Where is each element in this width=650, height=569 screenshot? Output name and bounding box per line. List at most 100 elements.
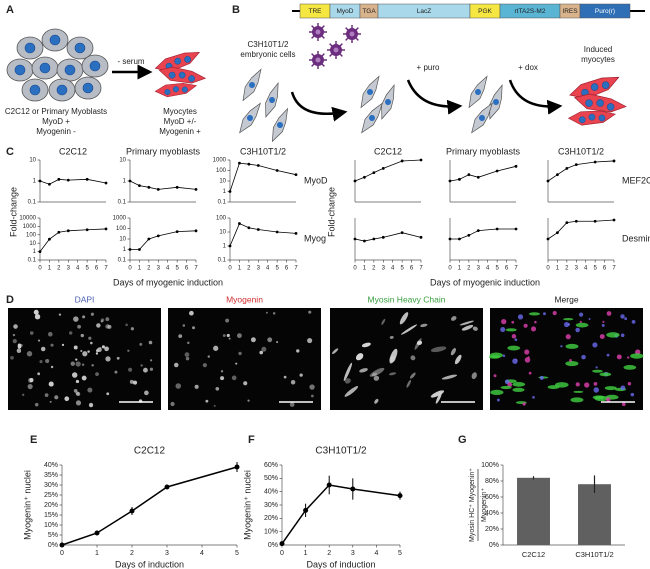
stain (543, 312, 546, 316)
nucleus-stain (95, 352, 99, 355)
nucleus-stain (75, 358, 78, 361)
stain (507, 345, 521, 351)
fiber (374, 398, 379, 404)
nucleus (49, 34, 61, 46)
fibroblast (242, 68, 262, 102)
data-point (353, 237, 357, 241)
nucleus-stain (39, 360, 43, 364)
data-point (156, 234, 160, 238)
nucleus-stain (149, 367, 154, 371)
stain (560, 345, 563, 348)
x-tick-label: 5 (400, 266, 404, 272)
nucleus-stain (69, 331, 73, 335)
data-point (400, 159, 404, 163)
nucleus (475, 89, 481, 95)
x-tick-label: 4 (166, 266, 170, 272)
stain (552, 311, 557, 316)
nucleus-stain (70, 361, 75, 366)
myocyte (574, 93, 627, 113)
stain (592, 369, 603, 373)
nucleus-stain (27, 383, 33, 390)
nucleus-stain (37, 372, 41, 376)
nucleus-stain (37, 339, 41, 342)
nucleus-stain (308, 310, 312, 314)
caption: embryonic cells (240, 50, 295, 59)
data-point (612, 218, 616, 222)
nucleus-stain (202, 363, 207, 368)
y-tick-label: 0.1 (28, 200, 37, 206)
x-tick-label: 4 (76, 266, 80, 272)
data-point (546, 179, 550, 183)
x-tick-label: 1 (238, 266, 242, 272)
stain (500, 327, 506, 333)
image-title: Myogenin (226, 294, 263, 304)
x-tick-label: 6 (603, 266, 607, 272)
caption: myocytes (581, 55, 615, 64)
x-tick-label: 1 (304, 550, 308, 557)
x-tick-label: 0 (353, 266, 357, 272)
nucleus-stain (80, 333, 85, 338)
nucleus-stain (10, 355, 14, 360)
stain (606, 311, 612, 316)
nucleus-stain (259, 350, 264, 355)
fiber (451, 316, 457, 321)
stain (511, 320, 515, 324)
nucleus-stain (58, 313, 62, 316)
image-title: Merge (554, 294, 578, 304)
data-point (38, 179, 42, 183)
nucleus-stain (173, 362, 179, 368)
data-point (495, 227, 499, 231)
data-point (363, 239, 366, 243)
nucleus-stain (140, 364, 143, 367)
x-tick-label: 3 (157, 266, 161, 272)
data-point (59, 542, 65, 548)
data-point (294, 231, 298, 235)
x-tick-label: 1 (556, 266, 560, 272)
data-point (94, 530, 100, 536)
construct-label: rtTA2S-M2 (515, 8, 546, 15)
data-point (350, 486, 356, 492)
stain (599, 334, 605, 339)
x-axis-label: Days of myogenic induction (430, 277, 540, 287)
nucleus (585, 99, 593, 107)
nucleus-stain (238, 351, 242, 356)
y-tick-label: 1 (223, 244, 227, 250)
nucleus-stain (73, 316, 79, 322)
stain (567, 323, 571, 326)
caption: Myocytes (163, 107, 197, 116)
stain (511, 334, 517, 339)
construct-label: Puro(r) (595, 8, 615, 15)
fiber (450, 348, 457, 356)
x-tick-label: 0 (448, 266, 452, 272)
data-line (129, 180, 197, 190)
data-point (48, 182, 51, 186)
nucleus-stain (213, 345, 219, 351)
data-point (175, 185, 179, 189)
data-point (372, 171, 376, 175)
nucleus-stain (29, 377, 34, 383)
nucleus (601, 81, 610, 89)
nucleus-stain (82, 351, 88, 357)
panel-label: D (6, 294, 14, 306)
nucleus-stain (129, 379, 134, 384)
nucleus (24, 42, 36, 54)
stain (563, 321, 570, 328)
y-tick-label: 60% (264, 462, 278, 469)
fiber (355, 353, 364, 361)
data-point (514, 227, 518, 231)
stain (512, 387, 525, 392)
x-tick-label: 2 (57, 266, 61, 272)
stain (579, 320, 582, 324)
chart-title: C3H10T1/2 (240, 146, 286, 156)
nucleus-stain (226, 333, 230, 338)
chart-title: Primary myoblasts (126, 146, 201, 156)
nucleus-stain (184, 352, 190, 357)
data-point (556, 173, 559, 177)
x-axis-label: Days of induction (115, 559, 184, 569)
data-line (61, 466, 238, 546)
nucleus-stain (88, 336, 92, 340)
fiber (399, 312, 409, 325)
fiber (381, 318, 386, 325)
y-tick-label: 10000 (19, 216, 36, 222)
chart-title: C3H10T1/2 (315, 446, 367, 457)
